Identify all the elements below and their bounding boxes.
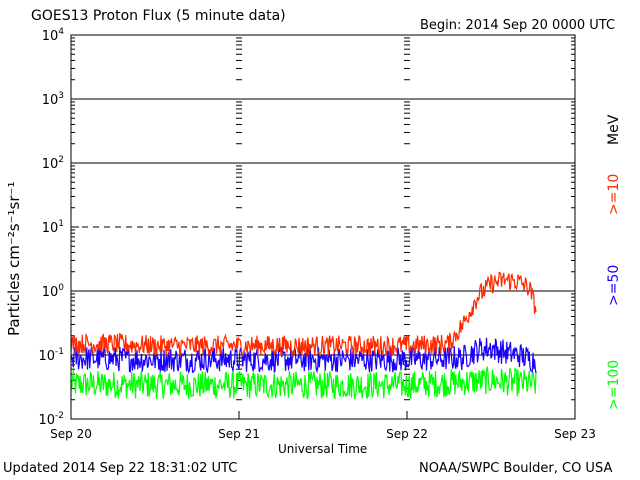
- legend-series-ge10: >=10: [606, 173, 622, 215]
- y-tick-label: 101: [42, 219, 64, 236]
- y-tick-labels: 10-2 10-1 100 101 102 103 104: [38, 27, 64, 428]
- y-axis-label: Particles cm⁻²s⁻¹sr⁻¹: [5, 181, 23, 336]
- plot-frame: [70, 34, 576, 420]
- x-axis-label: Universal Time: [278, 442, 368, 456]
- series-line-2: [70, 366, 537, 400]
- chart-title: GOES13 Proton Flux (5 minute data): [31, 8, 286, 24]
- x-tick-label: Sep 20: [50, 427, 92, 441]
- x-tick-label: Sep 23: [554, 427, 596, 441]
- credit-label: NOAA/SWPC Boulder, CO USA: [419, 461, 613, 476]
- legend-series-ge50: >=50: [606, 264, 622, 306]
- y-tick-label: 104: [42, 27, 65, 44]
- y-tick-label: 10-2: [38, 411, 64, 428]
- y-tick-label: 100: [42, 283, 65, 300]
- series-line-1: [70, 337, 537, 375]
- y-tick-label: 10-1: [38, 347, 64, 364]
- updated-label: Updated 2014 Sep 22 18:31:02 UTC: [3, 461, 238, 476]
- legend-unit: MeV: [606, 114, 622, 145]
- y-tick-label: 103: [42, 91, 64, 108]
- legend-series-ge100: >=100: [606, 359, 622, 410]
- threshold-lines: [71, 98, 575, 356]
- x-tick-label: Sep 22: [386, 427, 428, 441]
- x-tick-label: Sep 21: [218, 427, 260, 441]
- series-line-0: [70, 271, 537, 357]
- y-tick-label: 102: [42, 155, 64, 172]
- series-layer: [70, 271, 537, 400]
- x-tick-labels: Sep 20 Sep 21 Sep 22 Sep 23: [50, 427, 596, 441]
- begin-label: Begin: 2014 Sep 20 0000 UTC: [420, 18, 616, 33]
